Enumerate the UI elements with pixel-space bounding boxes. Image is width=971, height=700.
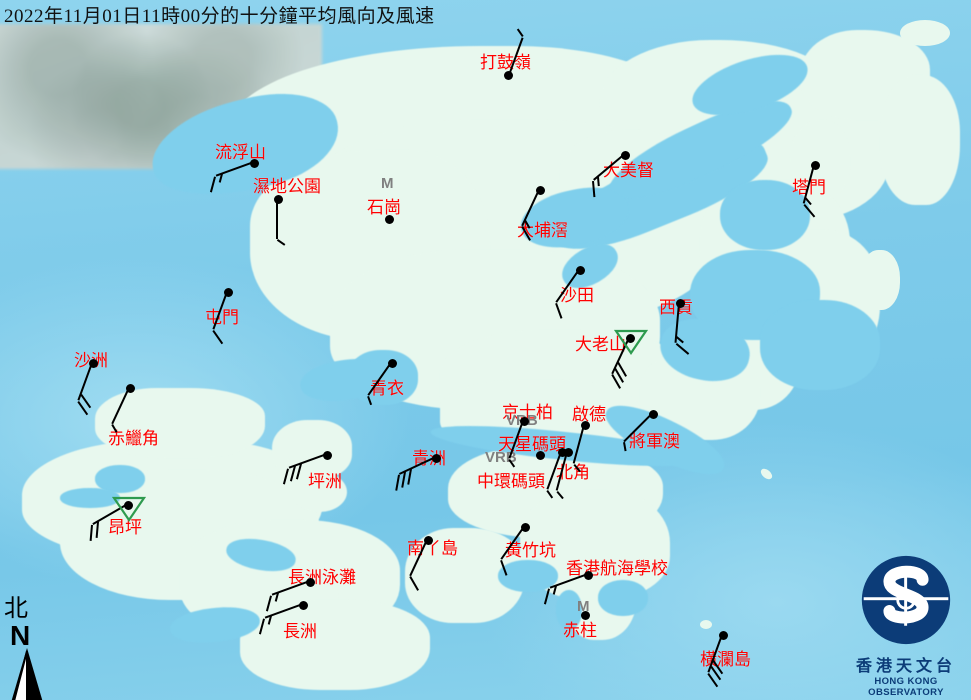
station-dot [535, 450, 545, 460]
station-dot [305, 577, 315, 587]
station-dot [322, 450, 332, 460]
station-dot [625, 333, 635, 343]
station-dot [249, 158, 259, 168]
station-label: 黃竹坑 [505, 541, 556, 560]
station-label: 青衣 [370, 379, 404, 398]
station-dot [718, 630, 728, 640]
station-label: 西貢 [659, 298, 693, 317]
north-arrow-icon [11, 648, 43, 700]
station-dot [384, 214, 394, 224]
station-label: 中環碼頭 [477, 472, 545, 491]
station-flag-vrb: VRB [485, 449, 517, 466]
station-label: 將軍澳 [629, 432, 680, 451]
station-label: 石崗 [367, 198, 401, 217]
station-dot [648, 409, 658, 419]
hko-logo-zh: 香港天文台 [855, 658, 956, 675]
station-dot [423, 535, 433, 545]
wind-barb-shaft [276, 199, 278, 239]
station-dot [575, 265, 585, 275]
station-dot [620, 150, 630, 160]
station-label: 屯門 [205, 308, 239, 327]
station-label: 流浮山 [215, 143, 266, 162]
station-label: 沙田 [560, 286, 594, 305]
station-label: 昂坪 [108, 518, 142, 537]
compass-label-en: N [10, 620, 31, 651]
station-label: 濕地公園 [253, 177, 321, 196]
station-dot [535, 185, 545, 195]
hko-logo: 香港天文台 HONG KONG OBSERVATORY [845, 554, 967, 698]
station-dot [519, 416, 529, 426]
station-label: 天星碼頭 [498, 435, 566, 454]
station-label: 坪洲 [308, 472, 342, 491]
station-label: 塔門 [792, 178, 826, 197]
hko-emblem-icon [861, 555, 951, 645]
station-dot [298, 600, 308, 610]
page-title: 2022年11月01日11時00分的十分鐘平均風向及風速 [4, 6, 435, 27]
hko-logo-en: HONG KONG OBSERVATORY [868, 676, 944, 698]
station-label: 啟德 [572, 405, 606, 424]
station-dot [563, 447, 573, 457]
station-dot [387, 358, 397, 368]
station-label: 大老山 [575, 335, 626, 354]
station-dot [580, 610, 590, 620]
station-dot [503, 70, 513, 80]
gale-warning-triangle-icon [613, 329, 649, 360]
station-label: 北角 [556, 463, 590, 482]
station-dot [810, 160, 820, 170]
station-dot [223, 287, 233, 297]
station-dot [88, 358, 98, 368]
station-flag-m: M [381, 175, 394, 192]
station-label: 南丫島 [407, 539, 458, 558]
station-label: 長洲泳灘 [288, 568, 356, 587]
station-dot [125, 383, 135, 393]
compass-label-zh: 北 [4, 596, 28, 622]
station-dot [675, 298, 685, 308]
station-label: 打鼓嶺 [480, 53, 531, 72]
gale-warning-triangle-icon [111, 496, 147, 527]
station-dot [557, 447, 567, 457]
station-label: 赤柱 [563, 621, 597, 640]
station-label: 京士柏 [502, 403, 553, 422]
station-dot [273, 194, 283, 204]
station-dot [123, 500, 133, 510]
station-label: 大埔滘 [517, 221, 568, 240]
station-label: 橫瀾島 [700, 650, 751, 669]
station-label: 長洲 [283, 622, 317, 641]
station-dot [431, 453, 441, 463]
station-dot [583, 570, 593, 580]
station-dot [520, 522, 530, 532]
compass-rose: 北 N [4, 588, 50, 700]
station-label: 赤鱲角 [108, 429, 159, 448]
station-label: 大美督 [603, 161, 654, 180]
station-dot [580, 420, 590, 430]
